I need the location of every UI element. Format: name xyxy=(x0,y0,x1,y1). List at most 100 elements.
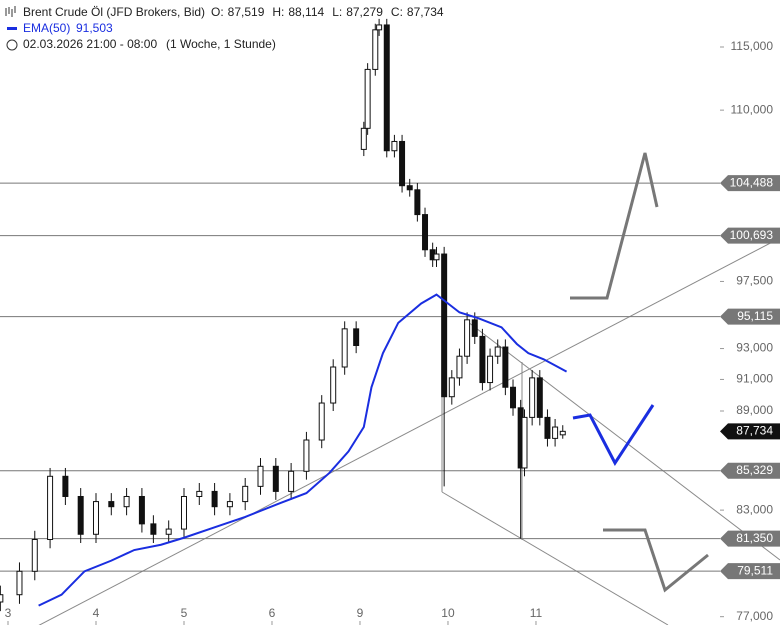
ohlc-value: 87,734 xyxy=(407,5,444,19)
legend-value: 91,503 xyxy=(76,21,113,35)
candle-body xyxy=(77,495,84,535)
y-tick-label: 93,000 xyxy=(736,341,773,355)
level-label: 95,115 xyxy=(737,309,773,323)
x-tick-label: 9 xyxy=(357,606,364,620)
candle-body xyxy=(360,127,367,150)
candle-body xyxy=(510,386,517,409)
candle-body xyxy=(165,528,172,535)
candle-body xyxy=(464,319,471,357)
level-tag xyxy=(720,563,780,580)
x-tick-label: 6 xyxy=(269,606,276,620)
level-tag xyxy=(720,308,780,325)
candle-body xyxy=(288,470,295,492)
chart-icon xyxy=(5,6,16,17)
candle-body xyxy=(353,328,360,347)
x-tick-label: 4 xyxy=(93,606,100,620)
candle-body xyxy=(422,214,429,251)
legend-name: EMA(50) xyxy=(23,21,70,35)
candle-body xyxy=(471,319,478,337)
drawings xyxy=(29,152,780,630)
candle-body xyxy=(0,594,4,603)
level-tag xyxy=(720,175,780,192)
y-tick-label: 89,000 xyxy=(736,403,773,417)
candle-body xyxy=(376,24,383,31)
ohlc-value: 87,279 xyxy=(346,5,383,19)
interval: (1 Woche, 1 Stunde) xyxy=(166,37,276,51)
candle-body xyxy=(196,490,203,497)
candle-body xyxy=(341,328,348,368)
candle-body xyxy=(242,485,249,503)
candle-body xyxy=(123,495,130,508)
legend: Brent Crude Öl (JFD Brokers, Bid) O: 87,5… xyxy=(5,5,444,51)
x-tick-label: 3 xyxy=(5,606,12,620)
ohlc-name: C: xyxy=(391,5,403,19)
candle-body xyxy=(406,185,413,191)
candle-body xyxy=(211,490,218,508)
clock-icon xyxy=(6,39,18,51)
candle-body xyxy=(559,430,566,436)
candle-body xyxy=(372,29,379,70)
candle-body xyxy=(521,416,528,469)
candle-body xyxy=(272,465,279,492)
candle-body xyxy=(364,68,371,129)
level-label: 85,329 xyxy=(736,463,773,477)
candle-body xyxy=(47,475,54,541)
level-label: 81,350 xyxy=(736,531,773,545)
level-label: 104,488 xyxy=(730,175,774,189)
candle-body xyxy=(62,475,69,497)
level-label: 79,511 xyxy=(737,563,773,577)
candle-body xyxy=(303,439,310,472)
candle-body xyxy=(441,253,448,398)
candle-body xyxy=(226,501,233,508)
y-tick-label: 110,000 xyxy=(731,102,774,116)
level-label: 100,693 xyxy=(730,228,774,242)
candle-body xyxy=(391,140,398,152)
candle-body xyxy=(92,501,99,535)
ema-swatch xyxy=(7,27,17,30)
x-tick-label: 5 xyxy=(181,606,188,620)
ohlc-value: 87,519 xyxy=(228,5,265,19)
candle-body xyxy=(330,366,337,404)
y-tick-label: 83,000 xyxy=(736,502,773,516)
candle-body xyxy=(180,495,187,530)
candle-body xyxy=(487,355,494,384)
candle-body xyxy=(16,570,23,596)
candle-body xyxy=(502,346,509,388)
y-tick-label: 115,000 xyxy=(731,39,774,53)
candle-body xyxy=(31,539,38,572)
ema-line xyxy=(38,293,568,607)
ohlc-name: H: xyxy=(272,5,284,19)
candle-body xyxy=(150,523,157,535)
title: Brent Crude Öl (JFD Brokers, Bid) xyxy=(23,5,205,19)
ohlc-name: O: xyxy=(211,5,224,19)
candle-body xyxy=(544,416,551,439)
last-price-tag xyxy=(720,423,780,440)
ohlc: O: 87,519 H: 88,114 L: 87,279 C: 87,734 xyxy=(211,5,444,19)
period: 02.03.2026 21:00 - 08:00 xyxy=(23,37,157,51)
level-tag xyxy=(720,462,780,479)
y-tick-label: 91,000 xyxy=(736,372,773,386)
candle-body xyxy=(433,253,440,261)
candle-body xyxy=(257,465,264,487)
level-tag xyxy=(720,530,780,547)
candle-body xyxy=(138,495,145,525)
level-tag xyxy=(720,227,780,244)
x-tick-label: 11 xyxy=(530,606,543,620)
candle-body xyxy=(108,501,115,508)
candle-body xyxy=(456,355,463,379)
last-price-label: 87,734 xyxy=(736,424,773,438)
x-tick-label: 10 xyxy=(441,606,455,620)
candle-body xyxy=(383,24,390,152)
candle-body xyxy=(529,377,536,418)
candle-body xyxy=(479,335,486,384)
candle-body xyxy=(494,346,501,357)
candle-body xyxy=(536,377,543,418)
candle-body xyxy=(414,189,421,216)
candle-body xyxy=(552,426,559,439)
ohlc-name: L: xyxy=(332,5,342,19)
ohlc-value: 88,114 xyxy=(288,5,324,19)
candle-body xyxy=(448,377,455,398)
candle-body xyxy=(399,140,406,187)
candle-body xyxy=(318,402,325,441)
